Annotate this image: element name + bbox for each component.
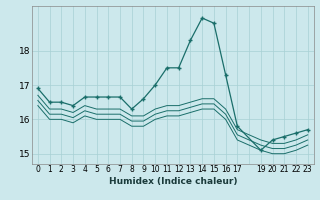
X-axis label: Humidex (Indice chaleur): Humidex (Indice chaleur) <box>108 177 237 186</box>
